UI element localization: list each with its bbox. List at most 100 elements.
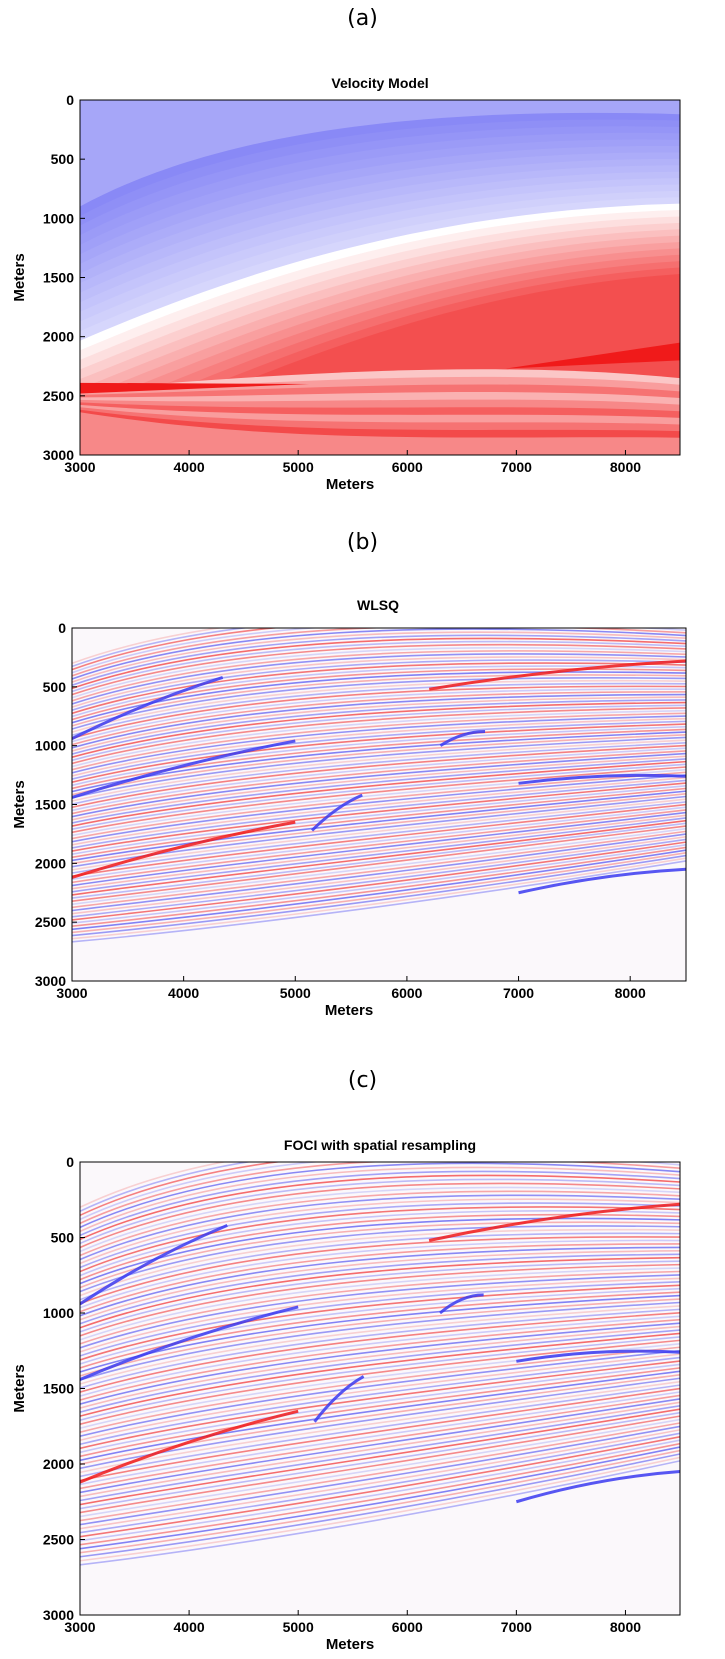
reflector — [72, 628, 686, 674]
x-tick-label: 4000 — [174, 459, 205, 475]
reflector — [80, 1246, 680, 1317]
reflector — [80, 1198, 680, 1265]
reflector — [72, 755, 686, 821]
reflector — [80, 1228, 680, 1297]
strong-reflector — [80, 1224, 228, 1306]
reflector — [80, 1174, 680, 1241]
reflector — [72, 640, 686, 693]
x-axis-label: Meters — [326, 476, 374, 493]
reflector — [72, 728, 686, 790]
reflector — [80, 1408, 680, 1506]
reflector — [72, 643, 686, 696]
reflector — [72, 715, 686, 774]
reflector — [80, 1225, 680, 1293]
reflector — [72, 709, 686, 768]
reflector — [72, 766, 686, 834]
reflector — [72, 806, 686, 881]
reflector — [72, 779, 686, 849]
reflector — [80, 1250, 680, 1321]
reflector — [72, 827, 686, 906]
red-wedge — [80, 382, 310, 394]
y-tick-label: 2500 — [43, 1532, 74, 1548]
y-tick-label: 0 — [66, 92, 74, 108]
reflector — [72, 679, 686, 733]
reflector — [72, 782, 686, 852]
reflector — [72, 628, 250, 668]
x-tick-label: 5000 — [283, 459, 314, 475]
x-tick-label: 8000 — [615, 985, 646, 1001]
x-tick-label: 3000 — [64, 1619, 95, 1635]
reflector — [72, 628, 686, 680]
strong-reflector — [72, 739, 296, 799]
velocity-model-plot: Velocity Model 0 500 1000 1500 2000 2500 30003… — [11, 78, 681, 493]
panel-velocity-model: Velocity Model 0 500 1000 1500 2000 2500 3000 3… — [0, 78, 725, 508]
reflector — [80, 1439, 680, 1542]
reflector — [72, 747, 686, 812]
reflector — [80, 1329, 680, 1413]
panel-title: FOCI with spatial resampling — [284, 1137, 476, 1153]
strong-reflector — [518, 867, 686, 895]
reflector — [80, 1315, 680, 1397]
velocity-layer — [80, 412, 680, 455]
foci-plot: FOCI with spatial resampling 0 500 1000 150… — [11, 1137, 681, 1653]
reflector — [80, 1260, 680, 1333]
reflector — [80, 1394, 680, 1490]
reflector — [80, 1239, 680, 1309]
reflector — [80, 1263, 680, 1337]
y-tick-label: 1000 — [35, 738, 66, 754]
strong-reflector — [516, 1349, 680, 1363]
reflector — [80, 1202, 680, 1269]
reflector — [80, 1429, 680, 1530]
y-tick-label: 1500 — [43, 270, 74, 286]
reflector — [80, 1162, 680, 1229]
reflector — [72, 758, 686, 824]
reflector — [72, 784, 686, 856]
reflector — [80, 1166, 680, 1233]
reflector — [80, 1182, 680, 1249]
reflector — [80, 1162, 228, 1209]
strong-reflector — [428, 1202, 680, 1242]
reflector — [80, 1281, 680, 1357]
reflector — [80, 1298, 680, 1377]
x-axis-label: Meters — [325, 1002, 373, 1019]
reflector — [72, 659, 686, 712]
y-tick-label: 500 — [51, 151, 75, 167]
reflector — [72, 688, 686, 743]
x-tick-label: 4000 — [174, 1619, 205, 1635]
reflector — [72, 795, 686, 868]
reflector — [72, 830, 686, 909]
reflector — [72, 838, 686, 918]
reflector — [72, 835, 686, 915]
reflector — [80, 1367, 680, 1458]
reflector — [80, 1312, 680, 1393]
reflector — [72, 843, 686, 924]
y-tick-label: 500 — [43, 679, 67, 695]
reflector — [72, 646, 686, 699]
x-tick-label: 6000 — [392, 1619, 423, 1635]
reflector — [72, 798, 686, 871]
reflector — [80, 1236, 680, 1305]
reflector — [72, 723, 686, 784]
reflector — [80, 1418, 680, 1518]
strong-reflector — [439, 1293, 484, 1315]
reflector — [80, 1256, 680, 1329]
reflector — [80, 1325, 680, 1409]
reflector — [72, 852, 686, 934]
reflector — [72, 803, 686, 877]
reflector — [80, 1291, 680, 1369]
reflector — [80, 1305, 680, 1385]
y-tick-label: 2000 — [35, 855, 66, 871]
reflector — [72, 817, 686, 893]
reflector — [72, 631, 686, 683]
reflector — [80, 1336, 680, 1421]
reflector — [80, 1339, 680, 1425]
reflector — [72, 752, 686, 818]
reflector — [80, 1398, 680, 1494]
reflector — [72, 650, 686, 702]
y-tick-label: 3000 — [43, 447, 74, 463]
x-tick-label: 7000 — [501, 459, 532, 475]
panel-foci: FOCI with spatial resampling 0 500 1000 150… — [0, 1132, 725, 1659]
y-tick-label: 2000 — [43, 1456, 74, 1472]
reflector — [80, 1435, 680, 1538]
reflector — [72, 736, 686, 799]
